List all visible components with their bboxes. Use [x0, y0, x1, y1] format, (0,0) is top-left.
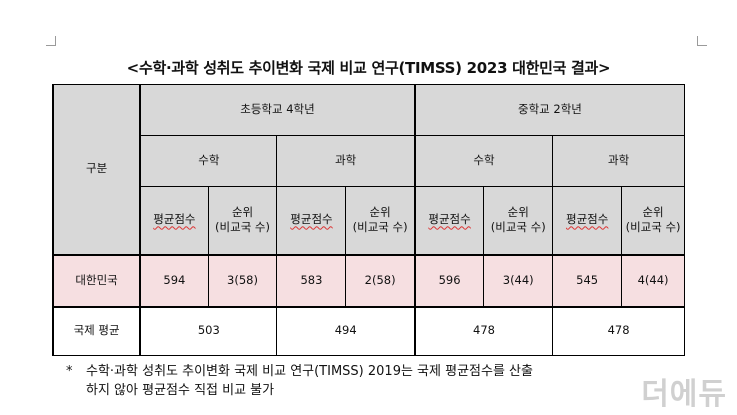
footnote-text-1: 수학·과학 성취도 추이변화 국제 비교 연구(TIMSS) 2019는 국제 …: [86, 364, 533, 379]
group-header-middle: 중학교 2학년: [413, 84, 685, 136]
col-header-rank: 순위 (비교국 수): [345, 186, 416, 256]
col-header-avg-score: 평균점수: [276, 186, 347, 256]
korea-elem-math-avg: 594: [139, 254, 209, 308]
intl-elem-science-avg: 494: [276, 306, 416, 356]
page-corner-mark-left: [46, 36, 56, 46]
korea-mid-science-rank: 4(44): [621, 254, 685, 308]
document-title: <수학·과학 성취도 추이변화 국제 비교 연구(TIMSS) 2023 대한민…: [126, 59, 611, 77]
row-label-intl-average: 국제 평균: [51, 306, 142, 356]
footnote-line-1: * 수학·과학 성취도 추이변화 국제 비교 연구(TIMSS) 2019는 국제…: [66, 362, 716, 381]
header-label-text: (비교국 수): [490, 220, 546, 235]
col-header-avg-score: 평균점수: [413, 186, 485, 256]
header-label-text: (비교국 수): [215, 220, 270, 235]
watermark-logo: 더에듀: [641, 377, 727, 412]
subject-header-mid-science: 과학: [552, 135, 685, 187]
subject-header-mid-math: 수학: [413, 135, 554, 187]
row-label-header: 구분: [51, 84, 142, 256]
subject-header-elem-science: 과학: [276, 135, 416, 187]
footnote-mark: *: [66, 364, 73, 379]
korea-elem-math-rank: 3(58): [207, 254, 278, 308]
col-header-avg-score: 평균점수: [552, 186, 623, 256]
footnote: * 수학·과학 성취도 추이변화 국제 비교 연구(TIMSS) 2019는 국제…: [66, 362, 716, 400]
group-header-elementary: 초등학교 4학년: [139, 84, 416, 136]
korea-mid-math-rank: 3(44): [483, 254, 554, 308]
header-label-text: (비교국 수): [352, 220, 408, 235]
header-label-text: (비교국 수): [625, 220, 681, 235]
subject-header-elem-math: 수학: [139, 135, 278, 187]
header-label-text: 평균점수: [290, 212, 333, 227]
header-label-text: 순위: [369, 204, 391, 219]
intl-mid-science-avg: 478: [552, 306, 685, 356]
col-header-rank: 순위 (비교국 수): [621, 186, 685, 256]
page-corner-mark-right: [697, 36, 707, 46]
korea-mid-science-avg: 545: [552, 254, 623, 308]
header-label-text: 순위: [642, 204, 664, 219]
header-label-text: 평균점수: [428, 212, 471, 227]
footnote-line-2: 하지 않아 평균점수 직접 비교 불가: [86, 383, 275, 398]
header-label-text: 순위: [231, 204, 254, 219]
timss-results-table: 구분 초등학교 4학년 중학교 2학년 수학 과학 수학 과학 평균점수 순위(…: [51, 84, 685, 356]
col-header-rank: 순위 (비교국 수): [207, 186, 278, 256]
intl-mid-math-avg: 478: [413, 306, 554, 356]
korea-elem-science-avg: 583: [276, 254, 347, 308]
col-header-rank: 순위 (비교국 수): [483, 186, 554, 256]
row-label-korea: 대한민국: [51, 254, 142, 308]
korea-elem-science-rank: 2(58): [345, 254, 416, 308]
header-label-text: 순위: [507, 204, 529, 219]
col-header-avg-score: 평균점수: [139, 186, 209, 256]
header-label-text: 평균점수: [153, 212, 196, 227]
header-label-text: 평균점수: [565, 212, 609, 227]
korea-mid-math-avg: 596: [413, 254, 485, 308]
intl-elem-math-avg: 503: [139, 306, 278, 356]
